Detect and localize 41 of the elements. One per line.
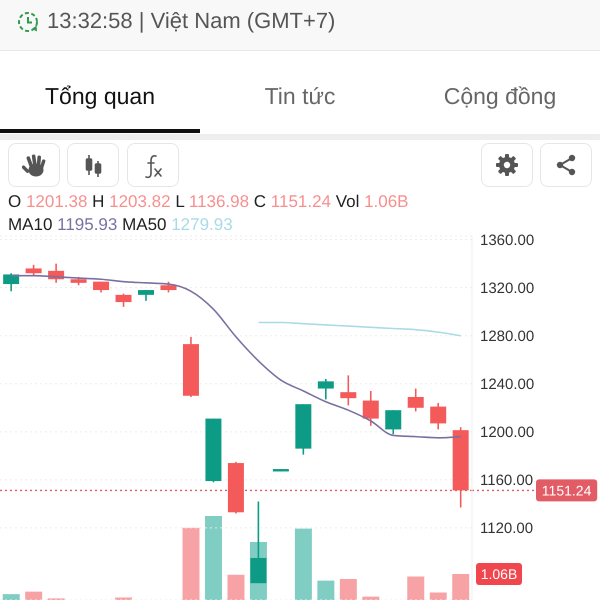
text: O 1201.38 H 1203.82 L 1136.98 C 1151.24 Vol 1.06B xyxy=(8,192,409,211)
y-tick-label: 1360.00 xyxy=(480,232,534,249)
bar xyxy=(340,579,357,600)
candlestick xyxy=(138,289,154,302)
bar xyxy=(182,528,200,600)
bar xyxy=(2,594,20,600)
bar xyxy=(317,580,334,600)
bar xyxy=(115,597,132,600)
y-tick-label: 1160.00 xyxy=(480,472,534,490)
text: Cộng đồng xyxy=(444,83,556,109)
text: Tổng quan xyxy=(45,83,155,109)
y-tick-label: 1320.00 xyxy=(480,280,534,297)
candlestick xyxy=(408,388,424,412)
y-tick-label: 1200.00 xyxy=(480,424,534,442)
text: 13:32:58 | Việt Nam (GMT+7) xyxy=(47,8,336,33)
candlestick xyxy=(160,280,176,294)
candlestick xyxy=(93,280,110,294)
bar xyxy=(204,516,222,600)
bar xyxy=(25,592,42,600)
candlestick xyxy=(26,264,42,276)
candlestick xyxy=(340,374,356,406)
bar xyxy=(430,592,447,600)
text: 1.06B xyxy=(480,566,518,582)
bar xyxy=(452,574,470,600)
y-tick-label: 1280.00 xyxy=(480,328,534,346)
bar xyxy=(294,528,312,600)
text: MA10 1195.93 MA50 1279.93 xyxy=(8,215,233,234)
bar xyxy=(407,576,424,600)
candlestick xyxy=(362,390,379,427)
candlestick xyxy=(3,272,20,292)
candlestick xyxy=(430,402,446,430)
line-series xyxy=(258,322,462,337)
candlestick xyxy=(385,409,402,436)
bar xyxy=(362,596,380,600)
text: Tin tức xyxy=(264,83,336,109)
y-tick-label: 1120.00 xyxy=(480,520,534,538)
candlestick xyxy=(318,378,334,400)
ref-line-label: 1151.24 xyxy=(542,482,592,498)
y-tick-label: 1240.00 xyxy=(480,376,534,394)
bar xyxy=(227,574,244,600)
candlestick xyxy=(116,292,132,308)
